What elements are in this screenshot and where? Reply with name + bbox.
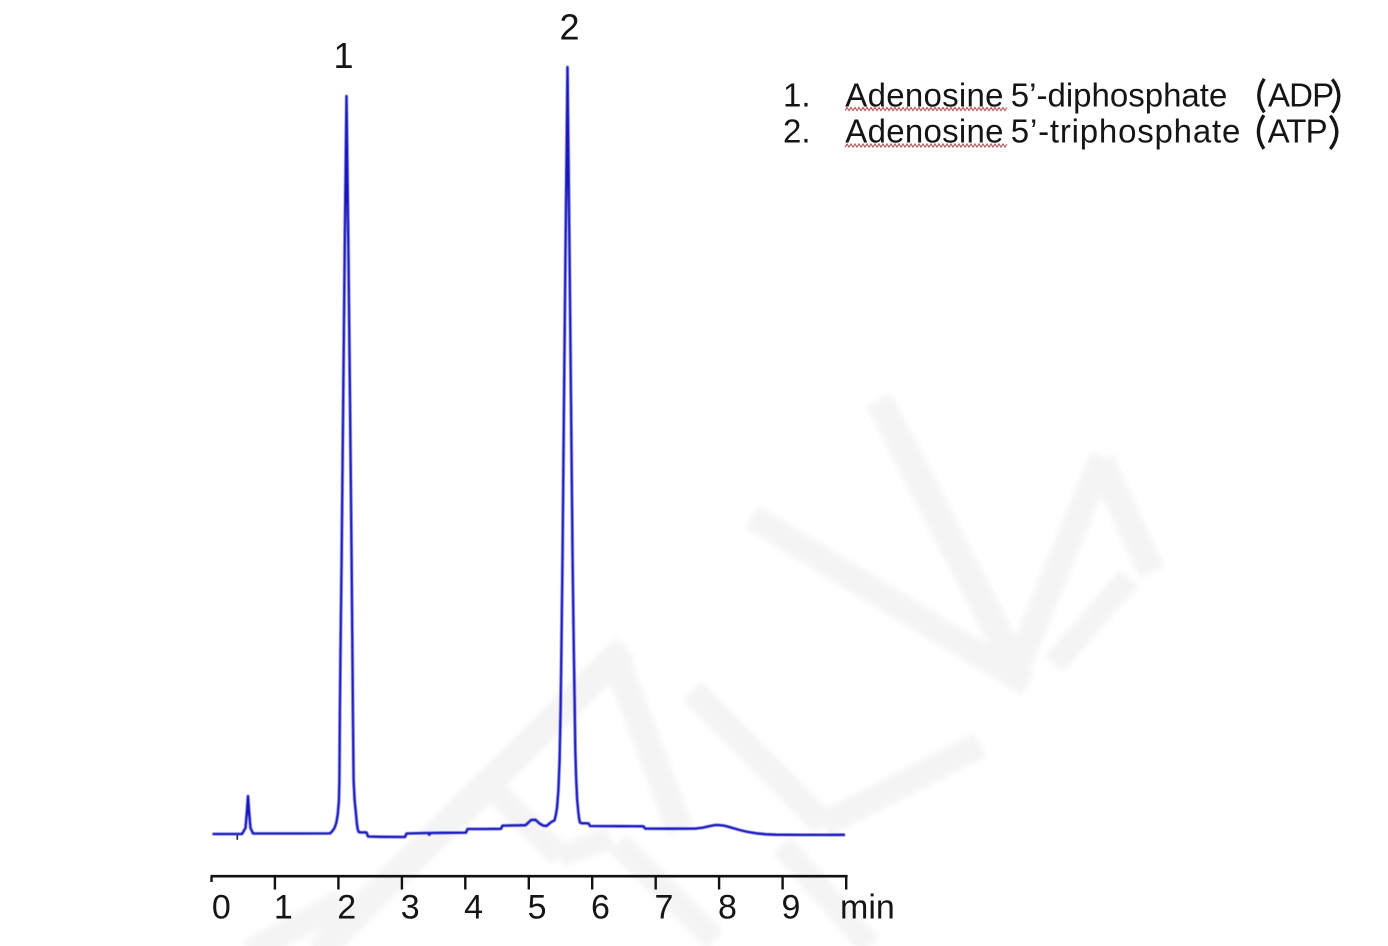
svg-text:7: 7 (655, 888, 674, 926)
svg-text:9: 9 (781, 888, 800, 926)
svg-text:2: 2 (337, 888, 356, 926)
svg-text:1.: 1. (783, 77, 811, 114)
svg-text:6: 6 (591, 888, 610, 926)
svg-text:Adenosine: Adenosine (845, 77, 1003, 114)
svg-text:5: 5 (528, 888, 547, 926)
svg-text:5’-triphosphate: 5’-triphosphate (1011, 113, 1241, 150)
svg-text:3: 3 (401, 888, 420, 926)
svg-text:1: 1 (333, 35, 353, 76)
svg-text:4: 4 (464, 888, 483, 926)
svg-text:1: 1 (274, 888, 293, 926)
svg-text:2.: 2. (783, 113, 811, 150)
svg-text:2: 2 (559, 6, 579, 47)
svg-text:ATP: ATP (1268, 113, 1327, 150)
svg-text:5’-diphosphate: 5’-diphosphate (1011, 77, 1228, 114)
svg-text:0: 0 (212, 888, 231, 926)
svg-text:min: min (840, 888, 895, 926)
svg-text:Adenosine: Adenosine (845, 113, 1003, 150)
svg-text:8: 8 (718, 888, 737, 926)
svg-text:ADP: ADP (1268, 77, 1333, 114)
